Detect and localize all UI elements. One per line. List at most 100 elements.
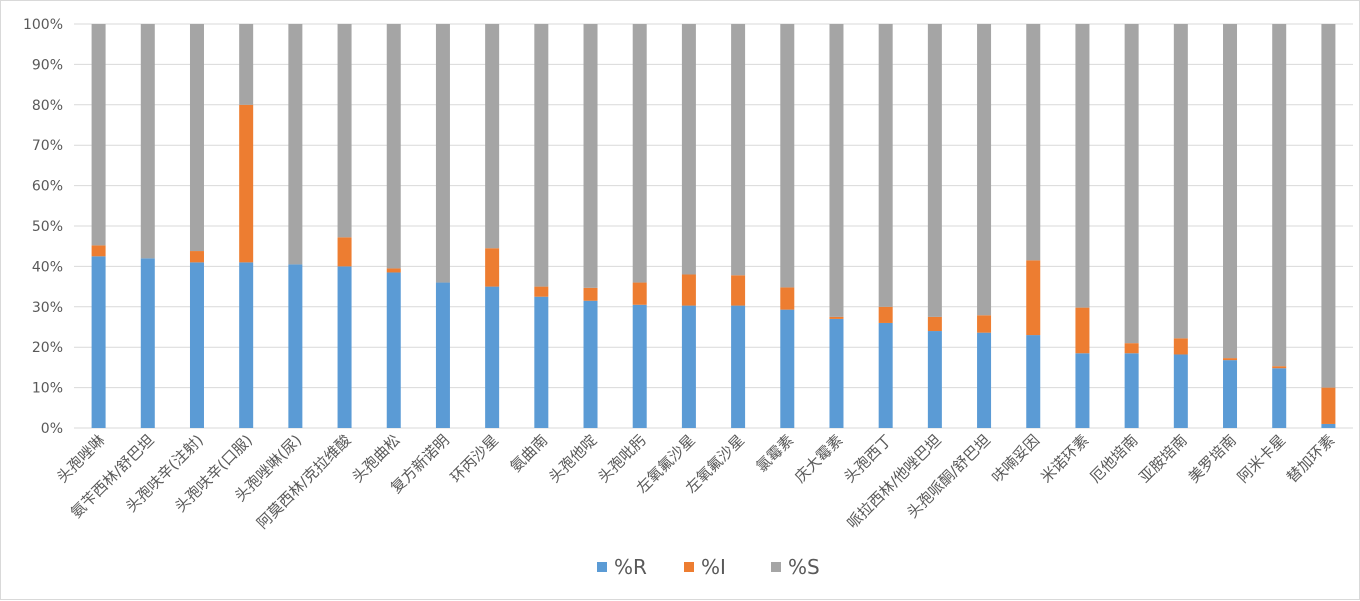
x-axis-category-labels: 头孢唑啉氨苄西林/舒巴坦头孢呋辛(注射)头孢呋辛(口服)头孢唑啉(尿)阿莫西林/… [53,431,1338,532]
bar-segment-pct-s [1173,24,1188,339]
bar-segment-pct-i [878,306,893,323]
bar-segment-pct-r [632,304,647,428]
x-category-label: 呋喃妥因 [988,431,1043,486]
x-category-label: 阿莫西林/克拉维酸 [253,431,354,532]
bar-segment-pct-i [1272,366,1287,369]
bar-stack [1075,24,1090,428]
bar-segment-pct-i [1124,343,1139,354]
bar-segment-pct-r [829,318,844,428]
bar-segment-pct-r [681,305,696,428]
bar-segment-pct-s [435,24,450,283]
bar-stack [485,24,500,428]
bar-segment-pct-i [829,316,844,319]
bar-segment-pct-i [1026,260,1041,336]
legend-swatch [597,562,607,572]
legend-swatch [684,562,694,572]
bar-segment-pct-r [1026,335,1041,428]
bar-stack [1026,24,1041,428]
bar-segment-pct-i [239,104,254,263]
bar-segment-pct-r [1223,360,1238,428]
bar-segment-pct-r [337,266,352,428]
x-category-label: 氨曲南 [507,431,552,476]
bar-segment-pct-s [927,24,942,317]
bar-segment-pct-i [927,316,942,332]
bar-stack [140,24,155,428]
bar-segment-pct-s [681,24,696,275]
bar-stack [878,24,893,428]
bar-stack [239,24,254,428]
x-category-label: 厄他培南 [1086,431,1141,486]
bar-segment-pct-r [1075,353,1090,428]
y-tick-label: 100% [23,17,63,33]
bar-segment-pct-s [1075,24,1090,308]
bar-segment-pct-s [140,24,155,259]
bar-segment-pct-r [485,286,500,428]
bar-stack [337,24,352,428]
bar-segment-pct-r [435,282,450,428]
bar-stack [1173,24,1188,428]
bar-segment-pct-s [780,24,795,288]
bar-stack [189,24,204,428]
x-category-label: 亚胺培南 [1135,431,1190,486]
bar-segment-pct-r [878,322,893,428]
bar-segment-pct-r [140,258,155,428]
bar-stack [91,24,106,428]
bar-segment-pct-i [337,237,352,267]
bar-segment-pct-i [189,251,204,263]
bar-stack [632,24,647,428]
bar-stack [780,24,795,428]
bar-segment-pct-r [386,272,401,428]
x-category-label: 环丙沙星 [447,431,502,486]
x-category-label: 庆大霉素 [791,431,846,486]
bar-stack-group [91,24,1336,428]
bar-segment-pct-s [583,24,598,288]
bar-segment-pct-r [1173,354,1188,428]
bar-segment-pct-i [485,248,500,287]
bar-segment-pct-s [288,24,303,265]
bar-stack [435,24,450,428]
x-category-label: 头孢哌酮/舒巴坦 [903,431,994,522]
x-category-label: 氯霉素 [753,431,798,476]
x-category-label: 氨苄西林/舒巴坦 [67,431,158,522]
bar-stack [583,24,598,428]
y-tick-label: 20% [32,340,63,356]
legend-label: %I [701,555,726,579]
bar-segment-pct-i [534,286,549,297]
bar-segment-pct-s [878,24,893,307]
bar-segment-pct-s [386,24,401,269]
y-axis-tick-labels: 0% 10% 20% 30% 40% 50% 60% 70% 80% 90% 100% [23,17,63,437]
y-tick-label: 90% [32,57,63,73]
bar-segment-pct-s [632,24,647,283]
y-tick-label: 0% [41,421,63,437]
grid-lines [74,23,1353,429]
bar-segment-pct-i [731,275,746,306]
bar-stack [1223,24,1238,428]
y-tick-label: 50% [32,219,63,235]
x-category-label: 阿米卡星 [1234,431,1289,486]
bar-segment-pct-i [681,274,696,306]
bar-stack [534,24,549,428]
bar-segment-pct-s [1272,24,1287,367]
bar-stack [829,24,844,428]
bar-segment-pct-s [1026,24,1041,261]
bar-segment-pct-i [977,315,992,333]
bar-segment-pct-r [1124,353,1139,428]
bar-segment-pct-i [91,245,106,257]
bar-segment-pct-s [829,24,844,317]
bar-stack [288,24,303,428]
x-category-label: 替加环素 [1283,431,1338,486]
bar-segment-pct-r [977,332,992,428]
bar-segment-pct-s [91,24,106,246]
x-category-label: 米诺环素 [1037,431,1092,486]
bar-segment-pct-i [1075,307,1090,354]
bar-segment-pct-r [189,262,204,428]
y-tick-label: 70% [32,138,63,154]
bar-segment-pct-s [1124,24,1139,344]
y-tick-label: 30% [32,300,63,316]
legend-label: %S [788,555,820,579]
bar-stack [731,24,746,428]
y-tick-label: 60% [32,179,63,195]
bar-segment-pct-s [239,24,254,105]
bar-segment-pct-i [386,268,401,273]
